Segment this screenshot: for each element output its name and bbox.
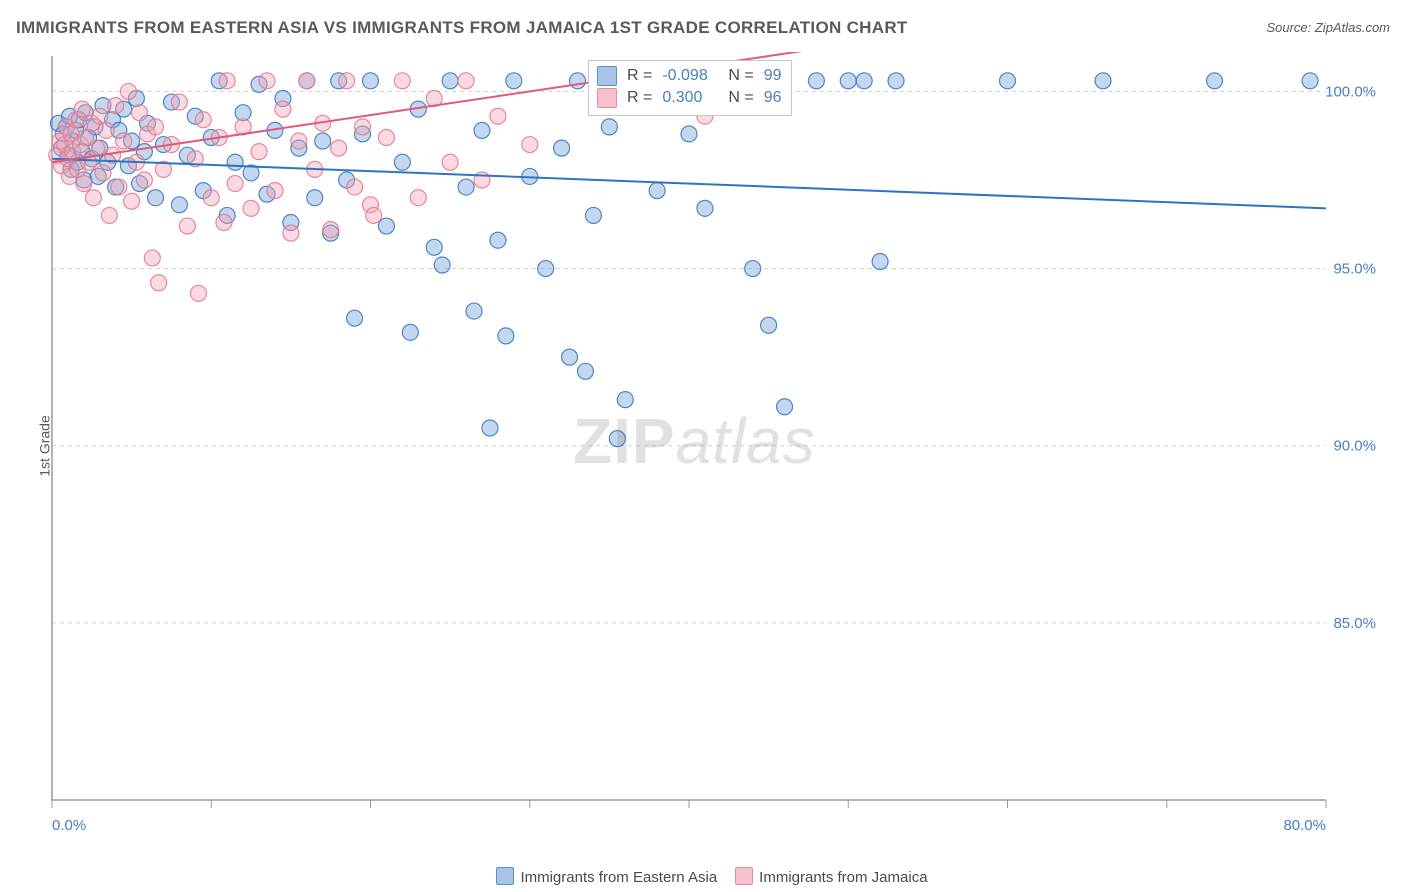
source-credit: Source: ZipAtlas.com	[1266, 20, 1390, 35]
stats-legend: R =-0.098N =99R = 0.300N =96	[588, 60, 792, 116]
scatter-chart: 85.0% 90.0% 95.0% 100.0% 0.0% 80.0%	[48, 52, 1388, 840]
series-legend: Immigrants from Eastern AsiaImmigrants f…	[0, 867, 1406, 886]
svg-text:90.0%: 90.0%	[1333, 438, 1376, 455]
plot-area: 85.0%90.0%95.0%100.0%0.0%80.0% ZIPatlas …	[48, 52, 1388, 840]
svg-text:85.0%: 85.0%	[1333, 615, 1376, 632]
chart-title: IMMIGRANTS FROM EASTERN ASIA VS IMMIGRAN…	[16, 18, 908, 37]
svg-text:80.0%: 80.0%	[1283, 817, 1326, 834]
svg-text:0.0%: 0.0%	[52, 817, 86, 834]
svg-text:100.0%: 100.0%	[1325, 83, 1376, 100]
svg-text:95.0%: 95.0%	[1333, 261, 1376, 278]
